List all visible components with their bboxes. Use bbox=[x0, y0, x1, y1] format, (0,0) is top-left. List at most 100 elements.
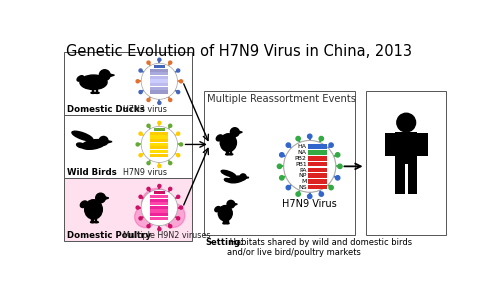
Bar bbox=[154, 128, 164, 131]
Circle shape bbox=[338, 164, 342, 168]
Circle shape bbox=[329, 186, 334, 190]
Circle shape bbox=[96, 193, 106, 203]
Polygon shape bbox=[246, 177, 249, 178]
Text: NA: NA bbox=[298, 150, 306, 155]
Text: Domestic Ducks: Domestic Ducks bbox=[67, 105, 145, 114]
Circle shape bbox=[139, 195, 142, 198]
Circle shape bbox=[136, 80, 139, 83]
Circle shape bbox=[230, 128, 239, 136]
Ellipse shape bbox=[215, 207, 220, 212]
Circle shape bbox=[397, 113, 415, 132]
Text: Multiple H9N2 viruses: Multiple H9N2 viruses bbox=[123, 231, 210, 240]
Bar bbox=[150, 83, 168, 86]
Ellipse shape bbox=[142, 127, 177, 162]
Circle shape bbox=[227, 200, 234, 208]
Bar bbox=[154, 65, 164, 68]
Bar bbox=[418, 133, 428, 156]
Bar bbox=[150, 132, 168, 135]
Circle shape bbox=[100, 70, 110, 81]
Circle shape bbox=[139, 69, 142, 72]
Circle shape bbox=[176, 217, 180, 220]
Circle shape bbox=[134, 206, 156, 228]
Circle shape bbox=[160, 203, 185, 228]
Circle shape bbox=[147, 99, 150, 101]
Bar bbox=[385, 133, 395, 156]
Text: Wild Birds: Wild Birds bbox=[67, 168, 117, 177]
Bar bbox=[308, 162, 327, 166]
Bar bbox=[150, 153, 168, 157]
Circle shape bbox=[336, 176, 340, 180]
Circle shape bbox=[99, 136, 108, 145]
Circle shape bbox=[147, 187, 150, 190]
Circle shape bbox=[336, 153, 340, 157]
Ellipse shape bbox=[95, 92, 99, 93]
Bar bbox=[150, 202, 168, 205]
Bar bbox=[308, 185, 327, 190]
Text: NP: NP bbox=[298, 173, 306, 178]
Circle shape bbox=[136, 143, 139, 146]
Ellipse shape bbox=[229, 154, 233, 155]
Ellipse shape bbox=[142, 190, 177, 225]
Circle shape bbox=[158, 228, 161, 231]
Text: H7N9 Virus: H7N9 Virus bbox=[282, 199, 337, 209]
Ellipse shape bbox=[221, 170, 236, 177]
Ellipse shape bbox=[80, 75, 107, 90]
Bar bbox=[150, 72, 168, 75]
Ellipse shape bbox=[228, 176, 244, 183]
Circle shape bbox=[158, 164, 161, 168]
Text: NS: NS bbox=[298, 185, 306, 190]
Circle shape bbox=[168, 61, 172, 64]
Polygon shape bbox=[108, 141, 112, 143]
Circle shape bbox=[158, 101, 161, 104]
Bar bbox=[308, 179, 327, 184]
Text: Multiple Reassortment Events: Multiple Reassortment Events bbox=[206, 94, 356, 104]
Polygon shape bbox=[110, 74, 114, 77]
Bar bbox=[308, 168, 327, 172]
Bar bbox=[226, 220, 228, 223]
Text: Domestic Poultry: Domestic Poultry bbox=[67, 231, 152, 240]
Polygon shape bbox=[106, 197, 109, 199]
Text: PB1: PB1 bbox=[295, 162, 306, 167]
Circle shape bbox=[280, 176, 284, 180]
Ellipse shape bbox=[90, 222, 94, 223]
Circle shape bbox=[168, 162, 172, 165]
Circle shape bbox=[139, 90, 142, 94]
Bar bbox=[150, 76, 168, 79]
Circle shape bbox=[168, 99, 172, 101]
Bar bbox=[408, 164, 418, 194]
Bar bbox=[150, 199, 168, 202]
Bar bbox=[226, 150, 228, 154]
Bar bbox=[150, 142, 168, 146]
Bar bbox=[150, 87, 168, 90]
Ellipse shape bbox=[285, 142, 335, 191]
Ellipse shape bbox=[72, 131, 93, 141]
Circle shape bbox=[286, 186, 290, 190]
Ellipse shape bbox=[91, 92, 95, 93]
Text: Setting:: Setting: bbox=[205, 238, 244, 247]
Circle shape bbox=[147, 61, 150, 64]
Bar bbox=[150, 90, 168, 94]
Bar bbox=[308, 173, 327, 178]
FancyBboxPatch shape bbox=[64, 178, 192, 241]
Bar bbox=[150, 68, 168, 72]
Ellipse shape bbox=[284, 140, 336, 192]
Ellipse shape bbox=[94, 222, 98, 223]
Bar bbox=[150, 217, 168, 220]
Ellipse shape bbox=[84, 200, 102, 219]
Circle shape bbox=[168, 124, 172, 127]
Circle shape bbox=[158, 184, 161, 188]
Ellipse shape bbox=[80, 201, 87, 208]
Text: PA: PA bbox=[299, 168, 306, 173]
Circle shape bbox=[142, 188, 172, 219]
Bar bbox=[308, 144, 327, 149]
Bar bbox=[150, 150, 168, 153]
Bar bbox=[230, 150, 231, 154]
Circle shape bbox=[176, 195, 180, 198]
Bar bbox=[150, 213, 168, 216]
Circle shape bbox=[139, 154, 142, 157]
FancyBboxPatch shape bbox=[366, 91, 446, 235]
Circle shape bbox=[278, 164, 281, 168]
Text: HA: HA bbox=[298, 144, 306, 149]
Circle shape bbox=[286, 143, 290, 147]
Circle shape bbox=[147, 225, 150, 228]
